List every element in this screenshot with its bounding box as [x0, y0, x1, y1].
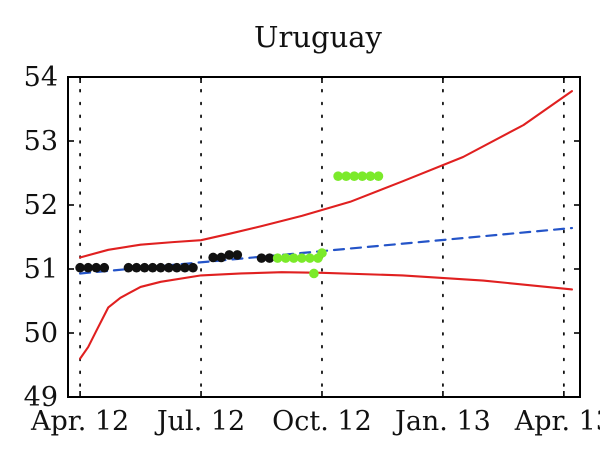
green-data-point: [365, 171, 376, 181]
y-tick-label: 49: [24, 382, 58, 413]
green-data-point: [373, 171, 384, 181]
green-data-point: [317, 248, 327, 258]
black-data-point: [99, 262, 110, 273]
green-data-point: [341, 171, 351, 181]
y-tick-label: 51: [24, 254, 58, 285]
black-data-point: [163, 262, 174, 273]
x-tick-label: Jul. 12: [154, 406, 245, 437]
y-tick-label: 52: [24, 190, 58, 221]
y-tick-label: 54: [24, 62, 58, 93]
black-data-point: [139, 262, 150, 273]
lower-bound-line: [79, 271, 573, 360]
x-tick-label: Jan. 13: [392, 406, 491, 437]
x-tick-label: Apr. 13: [514, 406, 600, 437]
black-data-point: [91, 262, 102, 273]
green-data-point: [288, 253, 299, 263]
x-tick-label: Apr. 12: [30, 406, 129, 437]
black-data-point: [172, 262, 182, 273]
black-data-point: [208, 252, 218, 263]
chart-title: Uruguay: [254, 20, 383, 54]
black-data-point: [224, 250, 235, 260]
black-data-point: [188, 262, 198, 273]
black-data-point: [232, 250, 243, 260]
black-data-point: [147, 262, 158, 273]
black-data-point: [216, 252, 226, 263]
x-tick-label: Oct. 12: [272, 406, 372, 437]
black-data-point: [75, 262, 85, 273]
y-tick-label: 53: [24, 126, 58, 157]
green-data-point: [280, 253, 291, 263]
green-data-point: [272, 253, 283, 263]
y-tick-label: 50: [24, 318, 58, 349]
green-data-point: [305, 253, 315, 263]
black-data-point: [83, 262, 93, 273]
black-data-point: [155, 262, 166, 273]
green-data-point: [297, 253, 307, 263]
green-data-point: [357, 171, 368, 181]
green-data-point: [309, 268, 319, 279]
plot-frame: [67, 76, 581, 398]
black-data-point: [256, 253, 267, 263]
black-data-point: [180, 262, 190, 273]
black-data-point: [131, 262, 142, 273]
upper-bound-line: [79, 90, 573, 259]
green-data-point: [333, 171, 343, 181]
black-data-point: [123, 262, 134, 273]
black-data-point: [264, 253, 275, 263]
plot-area: Apr. 12 Jul. 12 Oct. 12 Jan. 13 Apr. 13 49 50 5…: [24, 62, 600, 437]
green-data-point: [349, 171, 360, 181]
